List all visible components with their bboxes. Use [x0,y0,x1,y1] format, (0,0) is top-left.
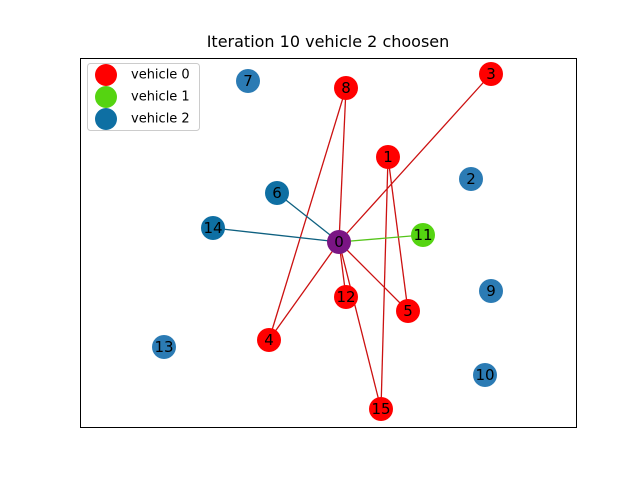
node-10: 10 [473,363,497,387]
node-circle-12 [334,285,358,309]
node-label-15: 15 [371,400,390,418]
node-circle-4 [257,328,281,352]
edge-8-4 [268,87,347,341]
node-label-14: 14 [203,219,222,237]
node-6: 6 [265,181,289,205]
node-label-13: 13 [154,338,173,356]
node-label-8: 8 [341,79,351,97]
edge-4-0 [268,241,340,341]
node-circle-3 [479,62,503,86]
edge-0-11 [338,234,424,243]
node-circle-2 [459,167,483,191]
legend: vehicle 0 vehicle 1 vehicle 2 [87,63,200,131]
node-circle-10 [473,363,497,387]
node-label-6: 6 [272,184,282,202]
node-15: 15 [369,397,393,421]
node-13: 13 [152,335,176,359]
node-7: 7 [236,69,260,93]
node-label-5: 5 [403,302,413,320]
edge-0-14 [212,227,340,243]
node-circle-9 [479,279,503,303]
edge-15-0 [338,241,382,410]
node-label-10: 10 [475,366,494,384]
edge-0-5 [338,241,409,312]
node-2: 2 [459,167,483,191]
edge-0-3 [338,73,492,243]
node-label-1: 1 [383,148,393,166]
node-circle-5 [396,299,420,323]
edge-0-6 [276,192,340,243]
legend-label-1: vehicle 1 [131,90,190,105]
node-8: 8 [334,76,358,100]
legend-marker-2 [95,108,117,130]
node-circle-0 [327,230,351,254]
node-11: 11 [411,223,435,247]
node-0: 0 [327,230,351,254]
node-4: 4 [257,328,281,352]
node-circle-7 [236,69,260,93]
node-12: 12 [334,285,358,309]
node-9: 9 [479,279,503,303]
node-circle-11 [411,223,435,247]
node-label-7: 7 [243,72,253,90]
node-circle-6 [265,181,289,205]
node-label-0: 0 [334,233,344,251]
node-label-2: 2 [466,170,476,188]
edge-1-15 [380,156,389,410]
node-circle-8 [334,76,358,100]
node-label-3: 3 [486,65,496,83]
node-14: 14 [201,216,225,240]
legend-marker-1 [95,86,117,108]
node-3: 3 [479,62,503,86]
node-5: 5 [396,299,420,323]
node-label-11: 11 [413,226,432,244]
node-circle-13 [152,335,176,359]
node-label-9: 9 [486,282,496,300]
plot-frame [80,58,577,428]
node-label-12: 12 [336,288,355,306]
edge-0-8 [338,87,347,243]
legend-marker-0 [95,64,117,86]
node-label-4: 4 [264,331,274,349]
node-circle-14 [201,216,225,240]
node-circle-15 [369,397,393,421]
edges-layer [212,73,492,410]
legend-label-2: vehicle 2 [131,112,190,127]
legend-label-0: vehicle 0 [131,68,190,83]
node-1: 1 [376,145,400,169]
node-circle-1 [376,145,400,169]
chart-title: Iteration 10 vehicle 2 choosen [206,32,450,51]
edge-5-1 [387,156,409,312]
